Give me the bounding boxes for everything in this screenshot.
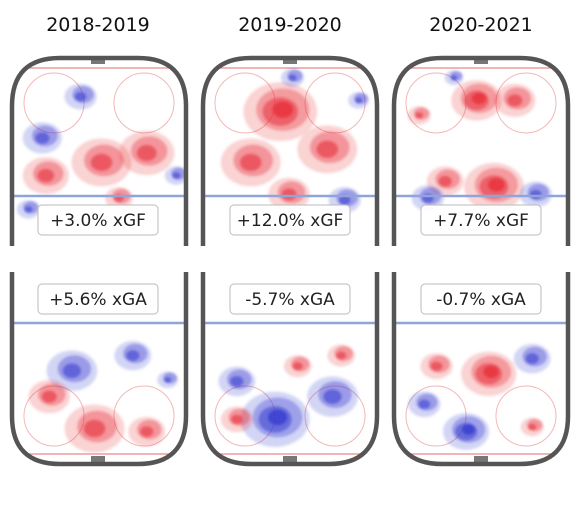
heat-negative-region (157, 371, 178, 389)
xgf-label: +12.0% xGF (237, 211, 344, 231)
heat-positive-region (297, 125, 358, 174)
heat-negative-region (114, 340, 152, 371)
season-panel: 2020-2021 +7.7% xGF -0.7% xGA (391, 14, 571, 467)
heat-positive-region (128, 416, 166, 447)
heat-positive-region (220, 406, 253, 433)
xga-label-box (229, 283, 351, 315)
goal-net (474, 58, 488, 64)
heat-positive-region (461, 351, 517, 396)
rink-boards-top (9, 55, 189, 246)
heat-positive-region (407, 106, 431, 125)
rink-boards-bottom (200, 272, 380, 467)
heat-negative-region (280, 68, 304, 88)
goal-net (474, 456, 488, 463)
heat-negative-region (218, 366, 256, 397)
xga-label-box (37, 283, 159, 315)
heat-negative-region (64, 83, 97, 110)
heat-negative-region (513, 343, 551, 374)
xgf-label-box (37, 204, 159, 236)
heat-positive-region (420, 353, 453, 380)
xgf-label-box (229, 204, 351, 236)
heat-negative-region (444, 70, 464, 86)
heat-negative-region (519, 181, 552, 208)
heat-positive-region (28, 380, 70, 414)
heat-negative-region (16, 200, 40, 219)
heat-negative-region (443, 413, 490, 450)
heat-negative-region (348, 92, 369, 109)
rink-boards-top (391, 55, 571, 246)
heat-negative-region (240, 391, 310, 447)
heat-positive-region (327, 344, 356, 367)
heat-negative-region (408, 391, 441, 418)
heat-positive-region (22, 157, 69, 194)
rink-boards-bottom (391, 272, 571, 467)
xga-label: -5.7% xGA (245, 290, 335, 310)
goal-net (91, 456, 105, 463)
rink-boards-bottom (9, 272, 189, 467)
heat-positive-region (268, 177, 310, 211)
xga-label: +5.6% xGA (49, 290, 147, 310)
xga-label: -0.7% xGA (436, 290, 526, 310)
goal-net (91, 58, 105, 64)
heat-positive-region (283, 355, 312, 378)
heat-positive-region (494, 83, 536, 117)
faceoff-circle (495, 385, 557, 447)
rink-boards-top (200, 55, 380, 246)
xgf-label-box (420, 204, 542, 236)
heat-positive-region (451, 80, 502, 121)
goal-net (283, 58, 297, 64)
heat-positive-region (243, 82, 318, 142)
heat-positive-region (64, 404, 125, 453)
heat-positive-region (464, 162, 524, 211)
xga-label-box (420, 283, 542, 315)
xgf-label: +3.0% xGF (50, 211, 146, 231)
season-title: 2020-2021 (429, 14, 533, 36)
season-title: 2019-2020 (238, 14, 342, 36)
heat-negative-region (164, 166, 186, 185)
season-panel: 2019-2020 +12.0% xGF -5.7% xGA (200, 14, 380, 467)
heat-positive-region (71, 138, 132, 187)
heat-negative-region (22, 122, 62, 154)
goal-net (283, 456, 297, 463)
season-panel: 2018-2019 +3.0% xGF +5.6% xGA (9, 14, 189, 467)
heat-negative-region (46, 350, 98, 392)
xgf-label: +7.7% xGF (433, 211, 529, 231)
heat-positive-region (119, 130, 175, 176)
heat-negative-region (307, 376, 358, 417)
season-title: 2018-2019 (46, 14, 150, 36)
heat-positive-region (520, 417, 544, 437)
heat-positive-region (220, 138, 281, 187)
